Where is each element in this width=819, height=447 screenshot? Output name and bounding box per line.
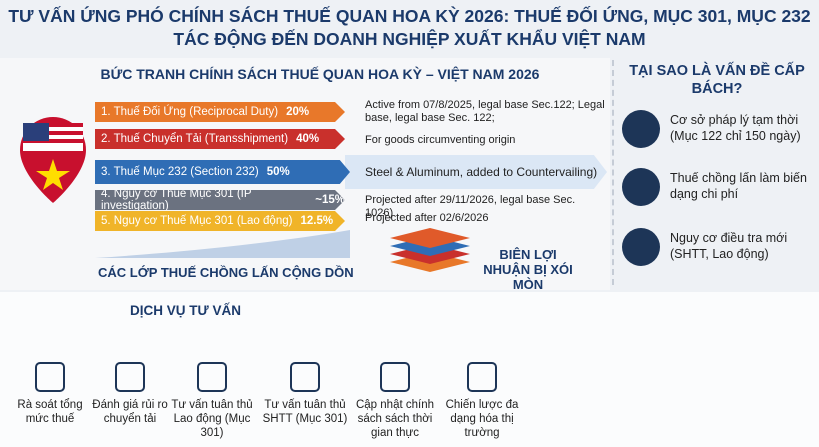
section-title: TẠI SAO LÀ VẤN ĐỀ CẤP BÁCH? [629,63,805,97]
flag-icon [20,117,86,203]
bar-note: Projected after 02/6/2026 [365,212,489,224]
tax-bar: 5. Nguy cơ Thuế Mục 301 (Lao động) 12.5% [95,211,345,231]
reason-text: Nguy cơ điều tra mới (SHTT, Lao động) [670,231,788,261]
bar-rate: 12.5% [300,215,334,227]
bar-note: Projected after 29/11/2026, legal base S… [365,194,576,219]
bar-note: Active from 07/8/2025, legal base Sec.12… [365,99,605,124]
service-icon [197,362,227,392]
reason-icon [622,228,660,266]
service-icon [467,362,497,392]
bar-note: Steel & Aluminum, added to Countervailin… [365,165,598,179]
stack-ramp [95,230,350,258]
tax-bar: 4. Nguy cơ Thuế Mục 301 (IP investigatio… [95,190,345,210]
service-icon [115,362,145,392]
right-panel [612,60,812,285]
service-text: Cập nhật chính sách sách thời gian thực [355,399,434,439]
title: TÁC ĐỘNG ĐẾN DOANH NGHIỆP XUẤT KHẨU VIỆT… [173,29,646,49]
bar-rate: 40% [296,133,320,145]
service-icon [290,362,320,392]
service-text: Tư vấn tuân thủ SHTT (Mục 301) [262,399,348,425]
bar-rate: ~15% [315,194,345,206]
bar-rate: 50% [266,166,290,178]
bar-label: 2. Thuế Chuyển Tải (Transshipment) [101,133,289,145]
reason-text: Thuế chồng lấn làm biến dạng chi phí [670,171,807,201]
bar-label: 4. Nguy cơ Thuế Mục 301 (IP investigatio… [101,188,252,212]
reason-icon [622,168,660,206]
title: TƯ VẤN ỨNG PHÓ CHÍNH SÁCH THUẾ QUAN HOA … [8,6,811,26]
section-title: BỨC TRANH CHÍNH SÁCH THUẾ QUAN HOA KỲ – … [100,66,540,82]
service-icon [35,362,65,392]
service-text: Rà soát tổng mức thuế [17,399,83,425]
tax-bar: 1. Thuế Đối Ứng (Reciprocal Duty) 20% [95,102,345,122]
bar-note: For goods circumventing origin [365,134,516,146]
service-icon [380,362,410,392]
bar-label: 1. Thuế Đối Ứng (Reciprocal Duty) [101,106,279,118]
caption: CÁC LỚP THUẾ CHỒNG LẤN CỘNG DỒN [98,265,354,280]
service-text: Tư vấn tuân thủ Lao động (Mục 301) [171,399,253,439]
caption: BIÊN LỢI NHUẬN BỊ XÓI MÒN [483,247,573,292]
bar-label: 3. Thuế Mục 232 (Section 232) [101,166,259,178]
service-text: Đánh giá rủi ro chuyển tải [92,399,168,425]
reason-icon [622,110,660,148]
service-text: Chiến lược đa dạng hóa thị trường [445,399,519,439]
bar-rate: 20% [286,106,310,118]
tax-bar: 3. Thuế Mục 232 (Section 232) 50% [95,160,350,184]
layers-icon [390,228,470,272]
section-title: DỊCH VỤ TƯ VẤN [130,303,241,318]
note-highlight [345,155,607,189]
tax-bar: 2. Thuế Chuyển Tải (Transshipment) 40% [95,129,345,149]
reason-text: Cơ sở pháp lý tạm thời (Mục 122 chỉ 150 … [670,113,801,143]
bar-label: 5. Nguy cơ Thuế Mục 301 (Lao động) [101,215,293,227]
